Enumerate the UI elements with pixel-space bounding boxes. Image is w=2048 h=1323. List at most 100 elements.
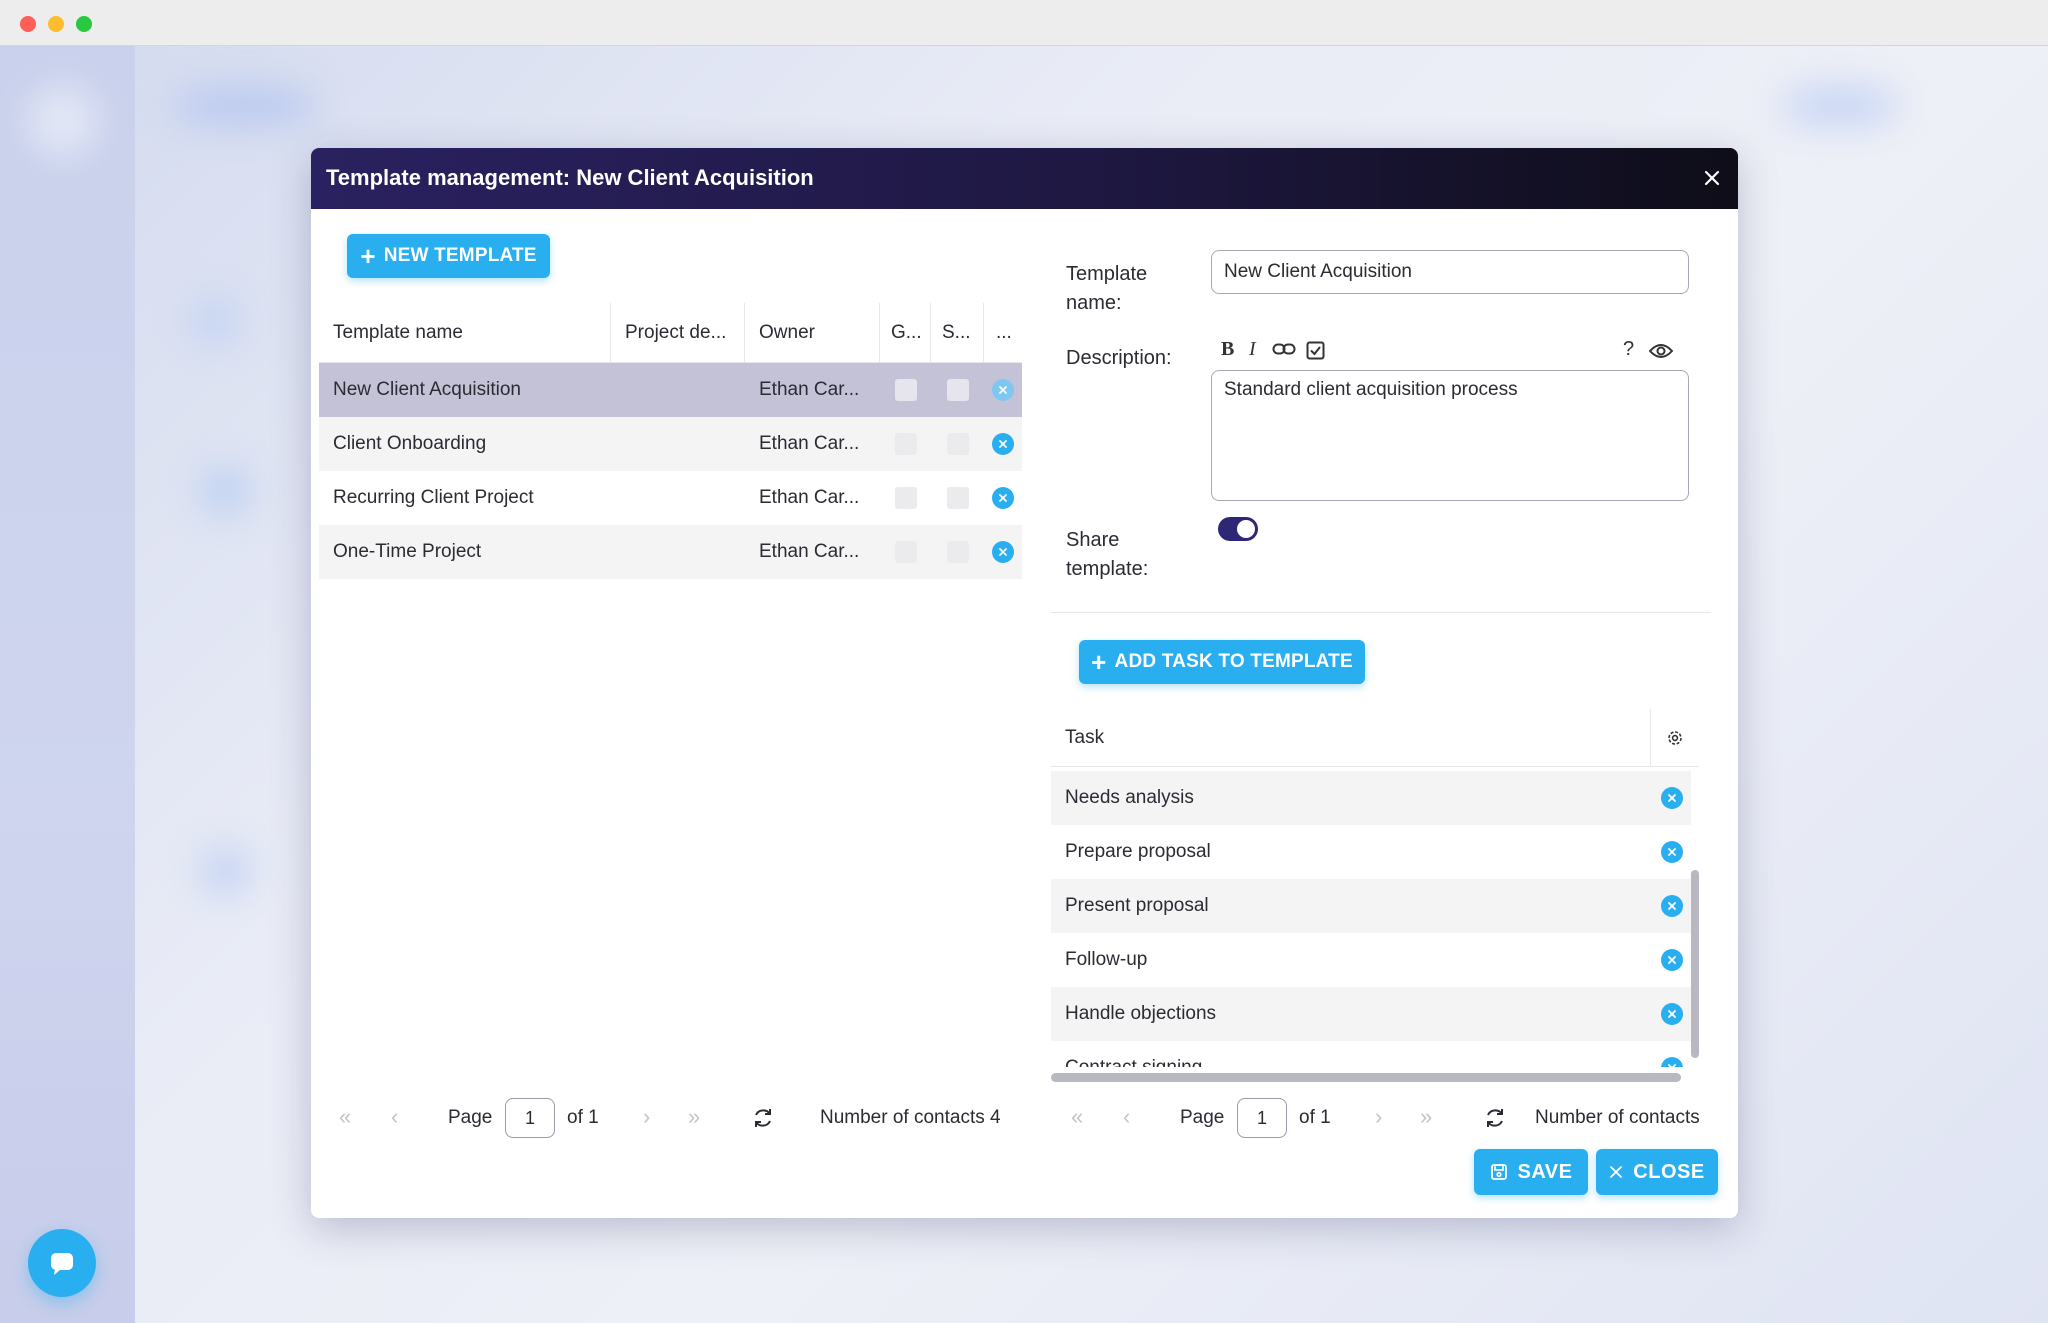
next-page-icon[interactable]: › xyxy=(1375,1104,1383,1129)
background-blob xyxy=(170,86,320,126)
contacts-count: Number of contacts 4 xyxy=(820,1107,1001,1128)
delete-template-button[interactable] xyxy=(992,433,1014,455)
template-row[interactable]: Client Onboarding Ethan Car... xyxy=(319,417,1022,471)
page-input[interactable]: 1 xyxy=(1237,1098,1287,1138)
template-g-checkbox[interactable] xyxy=(894,487,917,509)
close-label: CLOSE xyxy=(1633,1160,1705,1183)
last-page-icon[interactable]: » xyxy=(688,1104,701,1129)
task-name: Present proposal xyxy=(1065,895,1209,916)
delete-template-button[interactable] xyxy=(992,379,1014,401)
delete-task-button[interactable] xyxy=(1661,949,1683,971)
delete-task-button[interactable] xyxy=(1661,1003,1683,1025)
delete-task-button[interactable] xyxy=(1661,841,1683,863)
template-s-checkbox[interactable] xyxy=(946,379,969,401)
task-row[interactable]: Needs analysis xyxy=(1051,771,1691,825)
template-s-checkbox[interactable] xyxy=(946,541,969,563)
first-page-icon[interactable]: « xyxy=(339,1104,352,1129)
background-blob xyxy=(200,846,250,896)
delete-task-button[interactable] xyxy=(1661,787,1683,809)
task-row[interactable]: Contract signing xyxy=(1051,1041,1691,1067)
save-icon xyxy=(1490,1164,1507,1180)
task-name: Handle objections xyxy=(1065,1003,1217,1024)
template-owner: Ethan Car... xyxy=(759,541,860,562)
task-row[interactable]: Present proposal xyxy=(1051,879,1691,933)
window-maximize-dot[interactable] xyxy=(76,16,92,32)
page-input[interactable]: 1 xyxy=(505,1098,555,1138)
italic-icon[interactable]: I xyxy=(1249,338,1256,360)
refresh-icon[interactable] xyxy=(751,1106,775,1130)
section-divider xyxy=(1051,612,1711,613)
dialog-close-button[interactable] xyxy=(1698,164,1726,192)
task-row[interactable]: Prepare proposal xyxy=(1051,825,1691,879)
tasks-table: Task Needs analysis Prepare proposal Pre… xyxy=(1051,709,1699,1067)
close-button[interactable]: CLOSE xyxy=(1596,1149,1718,1195)
template-owner: Ethan Car... xyxy=(759,379,860,400)
tasks-horizontal-scrollbar[interactable] xyxy=(1051,1073,1681,1082)
task-row[interactable]: Handle objections xyxy=(1051,987,1691,1041)
window-minimize-dot[interactable] xyxy=(48,16,64,32)
template-g-checkbox[interactable] xyxy=(894,541,917,563)
template-row[interactable]: One-Time Project Ethan Car... xyxy=(319,525,1022,579)
column-actions[interactable]: ... xyxy=(996,321,1012,343)
task-row[interactable]: Follow-up xyxy=(1051,933,1691,987)
description-input[interactable]: Standard client acquisition process xyxy=(1211,370,1689,501)
template-row[interactable]: Recurring Client Project Ethan Car... xyxy=(319,471,1022,525)
column-project-description[interactable]: Project de... xyxy=(611,303,745,362)
bold-icon[interactable]: B xyxy=(1221,338,1235,360)
background-blob xyxy=(28,86,98,156)
column-template-name[interactable]: Template name xyxy=(319,303,611,362)
templates-pager: « ‹ Page 1 of 1 › » Number of contacts 4 xyxy=(311,1098,1021,1138)
task-name: Needs analysis xyxy=(1065,787,1194,808)
close-icon xyxy=(1610,1166,1623,1178)
template-g-checkbox[interactable] xyxy=(894,379,917,401)
delete-task-button[interactable] xyxy=(1661,895,1683,917)
link-icon[interactable] xyxy=(1272,341,1296,357)
add-task-label: ADD TASK TO TEMPLATE xyxy=(1114,651,1353,672)
next-page-icon[interactable]: › xyxy=(643,1104,651,1129)
checkbox-icon[interactable] xyxy=(1306,341,1325,360)
preview-eye-icon[interactable] xyxy=(1649,342,1673,360)
delete-task-button[interactable] xyxy=(1661,1057,1683,1067)
template-row[interactable]: New Client Acquisition Ethan Car... xyxy=(319,363,1022,417)
template-name: Client Onboarding xyxy=(333,433,487,454)
gear-icon xyxy=(1668,730,1682,745)
save-button[interactable]: SAVE xyxy=(1474,1149,1588,1195)
template-name-input[interactable]: New Client Acquisition xyxy=(1211,250,1689,294)
task-name: Follow-up xyxy=(1065,949,1148,970)
column-owner[interactable]: Owner xyxy=(745,303,880,362)
last-page-icon[interactable]: » xyxy=(1420,1104,1433,1129)
delete-template-button[interactable] xyxy=(992,487,1014,509)
prev-page-icon[interactable]: ‹ xyxy=(391,1104,399,1129)
refresh-icon[interactable] xyxy=(1483,1106,1507,1130)
tasks-vertical-scrollbar[interactable] xyxy=(1691,870,1699,1058)
help-icon[interactable]: ? xyxy=(1623,338,1635,360)
template-s-checkbox[interactable] xyxy=(946,433,969,455)
dialog-header: Template management: New Client Acquisit… xyxy=(311,148,1738,209)
template-name: Recurring Client Project xyxy=(333,487,534,508)
task-name: Contract signing xyxy=(1065,1057,1202,1067)
background-blob xyxy=(1780,86,1900,126)
prev-page-icon[interactable]: ‹ xyxy=(1123,1104,1131,1129)
window-close-dot[interactable] xyxy=(20,16,36,32)
remove-icon xyxy=(1668,794,1676,802)
remove-icon xyxy=(999,494,1007,502)
template-g-checkbox[interactable] xyxy=(894,433,917,455)
column-g[interactable]: G... xyxy=(880,303,931,362)
remove-icon xyxy=(1668,1010,1676,1018)
column-task[interactable]: Task xyxy=(1051,709,1651,766)
column-s[interactable]: S... xyxy=(931,303,984,362)
add-task-button[interactable]: + ADD TASK TO TEMPLATE xyxy=(1079,640,1365,684)
chat-icon xyxy=(51,1253,73,1275)
first-page-icon[interactable]: « xyxy=(1071,1104,1084,1129)
description-toolbar: B I ? xyxy=(1211,336,1689,366)
close-icon xyxy=(1704,170,1720,186)
share-template-toggle[interactable] xyxy=(1218,517,1258,541)
remove-icon xyxy=(999,386,1007,394)
new-template-button[interactable]: + NEW TEMPLATE xyxy=(347,234,550,278)
template-s-checkbox[interactable] xyxy=(946,487,969,509)
delete-template-button[interactable] xyxy=(992,541,1014,563)
column-settings[interactable] xyxy=(1651,709,1699,766)
chat-button[interactable] xyxy=(28,1229,96,1297)
window-titlebar xyxy=(0,0,2048,46)
remove-icon xyxy=(1668,956,1676,964)
